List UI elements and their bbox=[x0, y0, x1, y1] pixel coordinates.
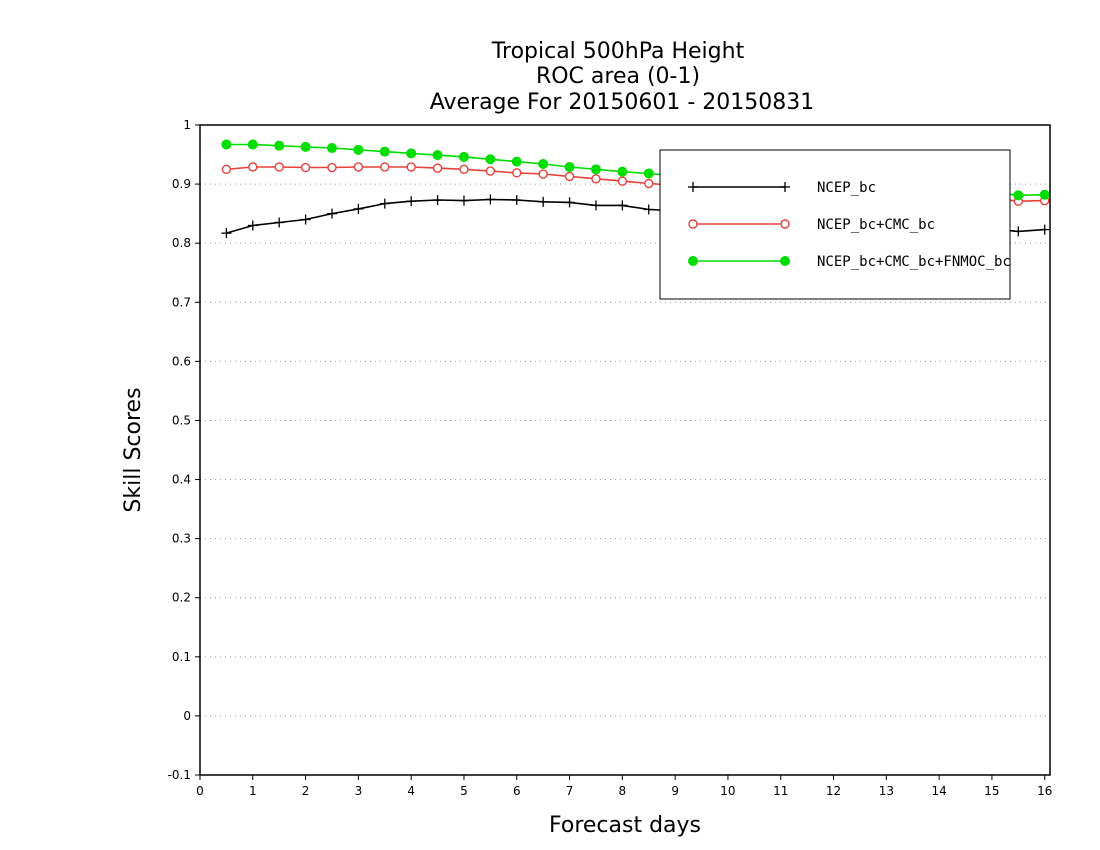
series-3-point bbox=[458, 151, 469, 162]
series-3-point bbox=[485, 154, 496, 165]
x-tick-label: 16 bbox=[1037, 784, 1052, 798]
legend-marker-3-start bbox=[688, 256, 698, 266]
chart-title-line-1: Tropical 500hPa Height bbox=[491, 39, 745, 64]
series-2-point bbox=[327, 162, 337, 173]
y-tick-label: 0 bbox=[183, 709, 191, 723]
x-tick-label: 10 bbox=[720, 784, 735, 798]
series-2-point bbox=[564, 171, 575, 182]
series-3-point bbox=[432, 150, 443, 161]
series-3-point bbox=[564, 161, 575, 172]
series-3-point bbox=[221, 139, 232, 150]
y-tick-label: 0.3 bbox=[172, 532, 191, 546]
chart-title-line-3: Average For 20150601 - 20150831 bbox=[430, 90, 815, 115]
legend-label-3: NCEP_bc+CMC_bc+FNMOC_bc bbox=[817, 254, 1011, 270]
y-tick-label: 0.4 bbox=[172, 473, 191, 487]
series-2-point bbox=[380, 162, 390, 172]
series-3-point bbox=[379, 146, 390, 157]
y-tick-label: 0.6 bbox=[172, 354, 191, 368]
series-2-point bbox=[459, 164, 469, 175]
legend-marker-3-end bbox=[780, 256, 790, 266]
series-2-point bbox=[221, 164, 232, 175]
x-tick-label: 13 bbox=[879, 784, 894, 798]
y-tick-label: 0.2 bbox=[172, 591, 191, 605]
series-3-point bbox=[300, 141, 311, 152]
series-2-point bbox=[274, 162, 284, 172]
series-3-point bbox=[353, 144, 364, 155]
series-3-point bbox=[274, 140, 285, 151]
chart-title-line-2: ROC area (0-1) bbox=[536, 64, 700, 89]
series-2-point bbox=[300, 162, 311, 173]
x-tick-label: 12 bbox=[826, 784, 841, 798]
y-tick-label: -0.1 bbox=[168, 768, 191, 782]
legend-label-1: NCEP_bc bbox=[817, 180, 876, 196]
legend-label-2: NCEP_bc+CMC_bc bbox=[817, 217, 935, 233]
series-3-point bbox=[590, 164, 601, 175]
series-3-point bbox=[511, 156, 522, 167]
plot-area-frame bbox=[199, 124, 1051, 776]
chart-legend: NCEP_bc NCEP_bc+CMC_bc NCEP_bc+CMC_bc+FNMO… bbox=[659, 149, 1011, 300]
series-2-point bbox=[406, 162, 416, 172]
x-tick-label: 8 bbox=[619, 784, 627, 798]
x-tick-label: 11 bbox=[773, 784, 788, 798]
x-tick-label: 6 bbox=[513, 784, 521, 798]
series-2-point bbox=[591, 174, 601, 184]
x-tick-label: 14 bbox=[931, 784, 946, 798]
series-3-point bbox=[617, 166, 628, 177]
x-tick-label: 7 bbox=[566, 784, 574, 798]
series-2-point bbox=[538, 169, 548, 179]
y-tick-label: 0.9 bbox=[172, 177, 191, 191]
x-axis-title: Forecast days bbox=[549, 813, 701, 838]
y-tick-label: 0.5 bbox=[172, 413, 191, 427]
y-tick-label: 0.8 bbox=[172, 236, 191, 250]
y-axis-title: Skill Scores bbox=[121, 387, 146, 512]
series-2-point bbox=[432, 163, 443, 173]
x-tick-label: 1 bbox=[249, 784, 257, 798]
x-tick-label: 5 bbox=[460, 784, 468, 798]
series-2-point bbox=[512, 168, 522, 178]
x-tick-label: 15 bbox=[984, 784, 999, 798]
y-axis-ticks: -0.1 0 0.1 0.2 0.3 0.4 0.5 0.6 0.7 0.8 0.9 1 bbox=[168, 118, 200, 782]
series-3-point bbox=[326, 143, 337, 154]
series-3-point bbox=[406, 148, 417, 159]
y-tick-label: 1 bbox=[183, 118, 191, 132]
x-tick-label: 3 bbox=[355, 784, 363, 798]
series-2-point bbox=[485, 166, 496, 176]
series-3-point bbox=[1013, 190, 1024, 201]
series-3-point bbox=[538, 159, 549, 169]
series-3-point bbox=[247, 139, 258, 150]
x-tick-label: 0 bbox=[196, 784, 204, 798]
series-2-point bbox=[644, 178, 654, 189]
series-2-point bbox=[617, 176, 628, 186]
series-3-point bbox=[643, 168, 654, 179]
x-tick-label: 2 bbox=[302, 784, 310, 798]
legend-marker-2-start bbox=[688, 219, 698, 229]
x-axis-ticks: 0 1 2 3 4 5 6 7 8 9 10 11 12 13 14 15 16 bbox=[196, 775, 1052, 798]
series-3-point bbox=[1039, 189, 1050, 200]
x-tick-label: 4 bbox=[407, 784, 415, 798]
y-tick-label: 0.7 bbox=[172, 295, 191, 309]
series-2-point bbox=[248, 162, 258, 172]
x-tick-label: 9 bbox=[671, 784, 679, 798]
series-2-point bbox=[353, 162, 364, 172]
y-tick-label: 0.1 bbox=[172, 650, 191, 664]
legend-marker-2-end bbox=[780, 219, 790, 229]
